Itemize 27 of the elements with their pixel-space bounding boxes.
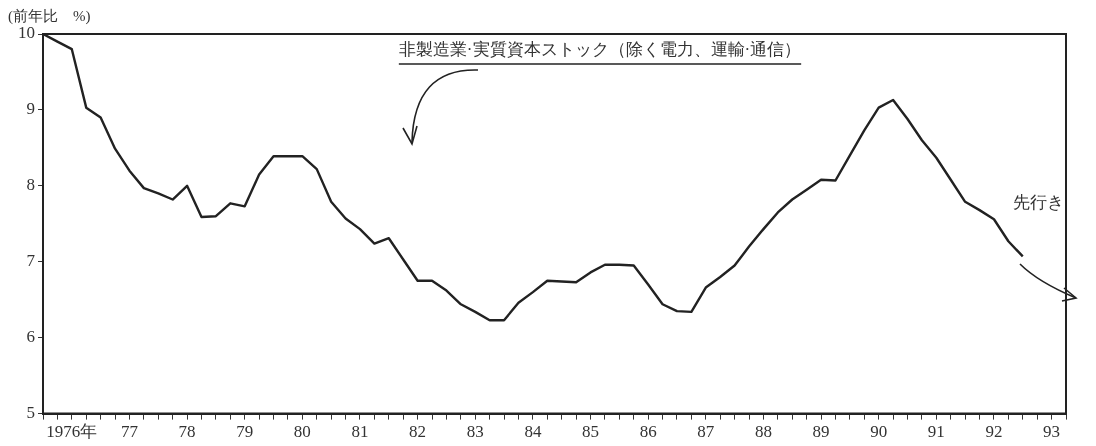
x-tick-label: 89 — [812, 422, 830, 442]
x-tick-label: 86 — [639, 422, 657, 442]
y-tick-label: 7 — [26, 251, 36, 271]
x-tick-label: 85 — [582, 422, 600, 442]
x-tick-label: 79 — [236, 422, 254, 442]
x-tick-label: 82 — [409, 422, 427, 442]
x-tick-label: 88 — [754, 422, 772, 442]
x-tick-label: 84 — [524, 422, 542, 442]
x-tick-label: 81 — [351, 422, 369, 442]
x-tick-label: 92 — [985, 422, 1003, 442]
x-tick-label: 93 — [1043, 422, 1061, 442]
x-tick-label: 78 — [178, 422, 196, 442]
y-tick-label: 8 — [26, 175, 35, 195]
y-tick-label: 10 — [18, 23, 35, 43]
x-tick-label: 90 — [870, 422, 888, 442]
x-tick-label: 80 — [293, 422, 311, 442]
y-tick-label: 5 — [26, 403, 35, 423]
x-tick-label: 87 — [697, 422, 715, 442]
y-tick-label: 6 — [26, 327, 35, 347]
x-tick-label: 83 — [466, 422, 484, 442]
x-tick-label: 91 — [927, 422, 945, 442]
x-tick-label: 77 — [120, 422, 139, 442]
y-tick-label: 9 — [26, 99, 35, 119]
y-axis-title: (前年比 %) — [8, 8, 91, 26]
x-tick-label: 1976年 — [46, 422, 98, 442]
annotation: 先行き — [1012, 192, 1064, 212]
text: 非製造業·実質資本ストック（除く電力、運輸·通信） — [398, 39, 802, 59]
